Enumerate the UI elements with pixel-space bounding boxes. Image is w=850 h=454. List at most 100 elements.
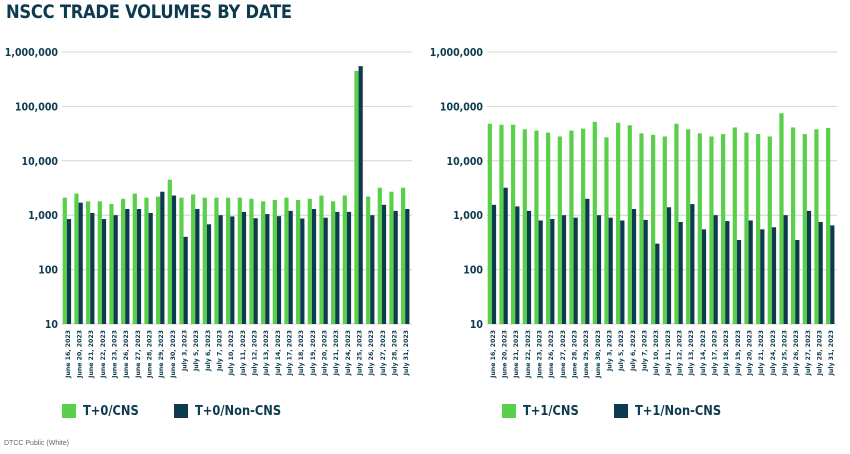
bar-t-0-cns-22 [319, 195, 324, 324]
y-tick-label: 100,000 [15, 101, 58, 114]
legend-swatch-green [62, 404, 76, 418]
x-tick-label: July 25, 2023 [357, 330, 364, 376]
x-tick-label: July 6, 2023 [630, 330, 637, 372]
bar-t-1-cns-8 [581, 128, 586, 324]
legend-t0: T+0/CNS T+0/Non-CNS [62, 402, 323, 420]
x-tick-label: June 16, 2023 [490, 330, 497, 379]
legend-swatch-navy [614, 404, 629, 418]
y-tick-label: 10 [45, 318, 58, 331]
x-tick-label: July 26, 2023 [793, 330, 800, 376]
bar-t-0-cns-4 [109, 204, 114, 324]
bar-t-0-cns-12 [202, 197, 207, 324]
x-tick-label: July 31, 2023 [403, 330, 410, 376]
x-tick-label: June 26, 2023 [123, 330, 130, 379]
x-tick-label: July 26, 2023 [368, 330, 375, 376]
bar-t-0-non-cns-15 [241, 211, 247, 324]
bar-t-1-cns-10 [604, 137, 609, 324]
bar-t-1-cns-13 [639, 133, 644, 324]
x-tick-label: July 3, 2023 [607, 330, 614, 372]
x-tick-label: July 7, 2023 [217, 330, 224, 372]
x-tick-label: July 17, 2023 [712, 330, 719, 376]
bar-t-1-non-cns-7 [573, 217, 578, 324]
x-tick-label: July 24, 2023 [345, 330, 352, 376]
legend-label: T+0/Non-CNS [195, 403, 282, 419]
bar-t-0-non-cns-17 [265, 214, 270, 324]
x-tick-label: July 12, 2023 [677, 330, 684, 376]
bar-t-1-non-cns-13 [643, 219, 648, 324]
x-tick-label: July 18, 2023 [723, 330, 730, 376]
bar-t-1-cns-4 [534, 130, 539, 324]
bar-t-0-non-cns-16 [253, 218, 258, 324]
bar-t-0-cns-7 [144, 197, 149, 324]
legend-item-t1-noncns: T+1/Non-CNS [614, 404, 733, 419]
bar-t-0-cns-2 [86, 201, 91, 324]
bar-t-0-cns-5 [121, 198, 126, 324]
x-tick-label: June 28, 2023 [147, 330, 154, 379]
bar-t-1-non-cns-14 [655, 243, 660, 324]
x-tick-label: July 25, 2023 [782, 330, 789, 376]
bar-t-0-cns-25 [354, 70, 359, 325]
footer-classification: DTCC Public (White) [4, 440, 69, 447]
bar-t-0-cns-19 [284, 197, 289, 324]
bar-t-0-non-cns-19 [288, 210, 293, 324]
bar-t-1-cns-0 [487, 123, 492, 324]
bar-t-1-cns-23 [756, 134, 761, 324]
bar-t-0-cns-10 [179, 197, 184, 324]
x-tick-label: July 10, 2023 [653, 330, 660, 376]
bar-t-0-non-cns-21 [311, 209, 317, 324]
x-tick-label: July 14, 2023 [700, 330, 707, 376]
bar-t-1-non-cns-20 [725, 221, 730, 324]
bar-t-0-cns-21 [307, 198, 312, 324]
bar-t-0-non-cns-13 [218, 215, 223, 324]
x-tick-label: June 22, 2023 [525, 330, 532, 379]
bar-t-0-non-cns-0 [66, 219, 72, 324]
bar-t-0-non-cns-28 [393, 210, 398, 324]
bar-t-1-cns-25 [779, 113, 784, 324]
bar-t-1-cns-21 [732, 127, 737, 324]
bar-t-0-cns-23 [331, 201, 336, 324]
legend-label: T+1/CNS [523, 403, 579, 419]
bar-t-1-cns-24 [767, 136, 772, 324]
bar-t-1-non-cns-10 [608, 217, 613, 324]
y-tick-label: 10,000 [22, 155, 58, 168]
x-tick-label: June 27, 2023 [135, 330, 142, 379]
bar-t-1-non-cns-19 [713, 215, 718, 324]
bar-t-1-non-cns-0 [491, 204, 497, 324]
bar-t-1-non-cns-6 [561, 215, 567, 324]
bar-t-0-non-cns-5 [125, 209, 130, 324]
y-tick-label: 1,000 [453, 210, 483, 223]
bar-t-1-non-cns-3 [526, 210, 532, 324]
x-tick-label: July 12, 2023 [252, 330, 259, 376]
bar-t-1-cns-12 [627, 125, 632, 325]
legend-item-t0-cns: T+0/CNS [62, 404, 146, 419]
x-tick-label: July 28, 2023 [817, 330, 824, 376]
x-tick-label: July 7, 2023 [642, 330, 649, 372]
bar-t-0-non-cns-8 [160, 191, 165, 324]
x-tick-label: June 23, 2023 [112, 330, 119, 379]
bar-t-1-cns-15 [662, 136, 667, 324]
bar-t-1-cns-26 [791, 127, 796, 324]
bar-t-0-cns-27 [377, 187, 382, 324]
bar-t-1-non-cns-23 [760, 229, 765, 324]
bar-t-1-non-cns-25 [783, 215, 788, 324]
bar-t-0-cns-24 [342, 195, 347, 324]
x-tick-label: July 24, 2023 [770, 330, 777, 376]
x-tick-label: July 17, 2023 [287, 330, 294, 376]
legend-label: T+0/CNS [83, 403, 139, 419]
x-tick-label: June 21, 2023 [88, 330, 95, 379]
bar-t-1-non-cns-9 [596, 215, 602, 324]
y-tick-label: 10,000 [447, 155, 483, 168]
bar-t-0-non-cns-2 [90, 212, 95, 324]
legend-swatch-green [502, 404, 516, 418]
bar-t-1-cns-18 [697, 133, 702, 324]
y-tick-label: 100,000 [440, 101, 483, 114]
bar-t-1-non-cns-5 [550, 219, 555, 324]
x-tick-label: July 6, 2023 [205, 330, 212, 372]
bar-t-1-non-cns-18 [701, 229, 707, 324]
bar-t-0-cns-29 [401, 187, 406, 324]
x-tick-label: July 27, 2023 [805, 330, 812, 376]
x-tick-label: June 29, 2023 [158, 330, 165, 379]
bar-t-1-non-cns-22 [748, 220, 753, 324]
x-tick-label: June 20, 2023 [502, 330, 509, 379]
bar-t-0-cns-6 [132, 193, 137, 324]
